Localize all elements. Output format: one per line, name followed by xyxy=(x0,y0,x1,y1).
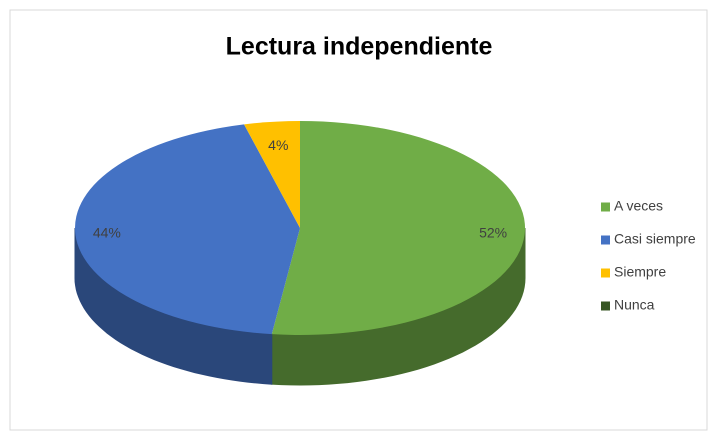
pie-slice xyxy=(244,121,300,228)
legend-label: A veces xyxy=(614,198,663,214)
chart-title: Lectura independiente xyxy=(226,33,493,61)
data-label: 4% xyxy=(268,137,288,153)
legend-swatch xyxy=(601,235,610,245)
legend-label: Siempre xyxy=(614,264,666,280)
legend-label: Nunca xyxy=(614,297,655,313)
data-label: 52% xyxy=(479,224,507,240)
legend-label: Casi siempre xyxy=(614,231,696,247)
legend-swatch xyxy=(601,301,610,311)
pie-slice xyxy=(271,121,525,335)
legend-swatch xyxy=(601,268,610,278)
pie-side xyxy=(74,227,273,385)
legend-swatch xyxy=(601,202,610,212)
data-label: 44% xyxy=(93,224,121,240)
pie-slice xyxy=(75,124,300,335)
